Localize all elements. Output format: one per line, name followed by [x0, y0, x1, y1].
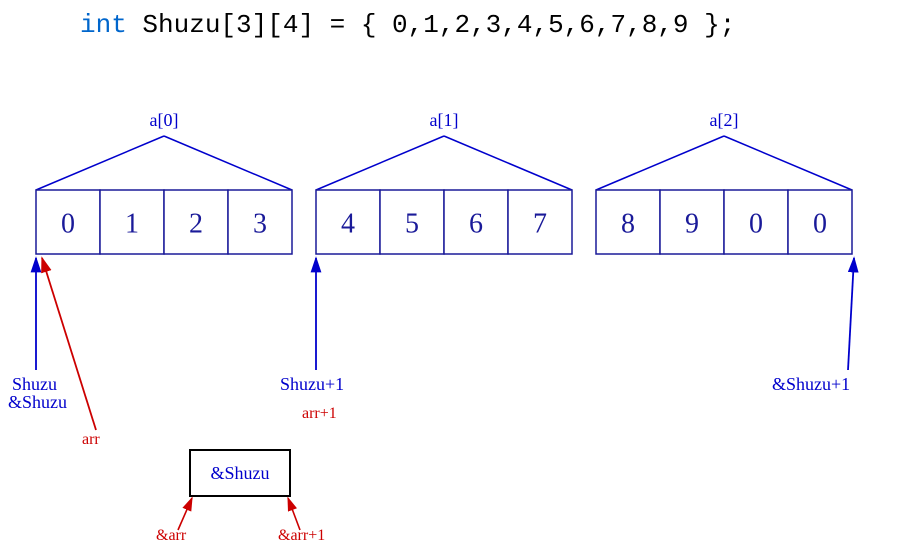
bracket-line: [596, 136, 724, 190]
cell-value: 1: [125, 208, 139, 239]
box-arrow-label: &arr+1: [278, 527, 325, 544]
cell-value: 9: [685, 208, 699, 239]
cell-value: 8: [621, 208, 635, 239]
pointer-arrow: [848, 258, 854, 370]
pointer-label: arr: [82, 431, 100, 448]
bracket-line: [164, 136, 292, 190]
cell-value: 0: [61, 208, 75, 239]
pointer-label: arr+1: [302, 405, 337, 422]
diagram-svg: a[0] 0 1 2 3 a[1] 4 5 6 7 a[2] 8 9 0 0 Shuzu&Shuzu arr Sh…: [0, 0, 916, 546]
box-arrow: [288, 498, 300, 530]
box-arrow: [178, 498, 192, 530]
cell-value: 7: [533, 208, 547, 239]
pointer-label: &Shuzu: [8, 392, 67, 412]
pointer-label: &Shuzu+1: [772, 374, 850, 394]
cell-value: 0: [749, 208, 763, 239]
bracket-line: [36, 136, 164, 190]
pointer-label: Shuzu+1: [280, 374, 344, 394]
cell-value: 0: [813, 208, 827, 239]
cell-value: 5: [405, 208, 419, 239]
cell-value: 4: [341, 208, 355, 239]
group-label: a[2]: [710, 110, 739, 130]
pointer-label: Shuzu: [12, 374, 57, 394]
bracket-line: [724, 136, 852, 190]
bracket-line: [316, 136, 444, 190]
bracket-line: [444, 136, 572, 190]
box-arrow-label: &arr: [156, 527, 187, 544]
group-label: a[1]: [430, 110, 459, 130]
cell-value: 3: [253, 208, 267, 239]
address-box-label: &Shuzu: [210, 463, 269, 483]
group-label: a[0]: [150, 110, 179, 130]
cell-value: 2: [189, 208, 203, 239]
cell-value: 6: [469, 208, 483, 239]
